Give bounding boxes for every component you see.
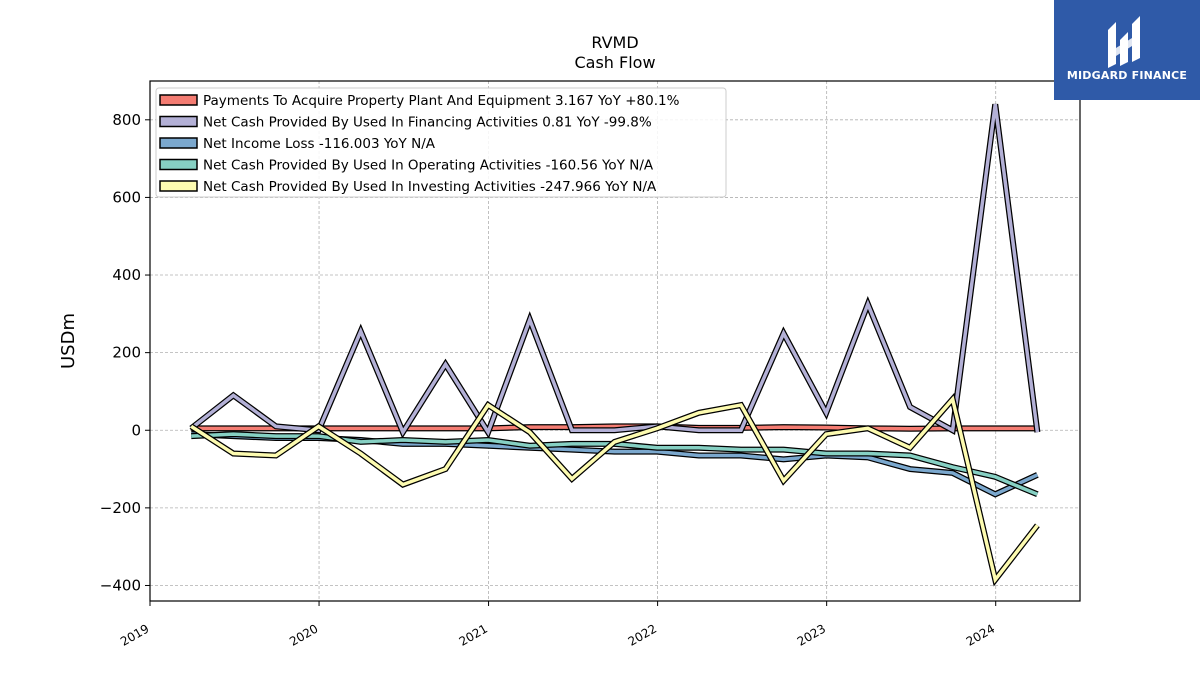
- legend-label-4: Net Cash Provided By Used In Investing A…: [203, 179, 657, 195]
- legend-swatch-1: [159, 115, 198, 128]
- y-tick-label: 800: [112, 111, 141, 129]
- y-tick-label: 600: [112, 188, 141, 206]
- legend-label-1: Net Cash Provided By Used In Financing A…: [203, 115, 652, 131]
- x-tick-label: 2024: [964, 621, 997, 648]
- legend-label-2: Net Income Loss -116.003 YoY N/A: [203, 136, 436, 152]
- y-tick-label: −200: [100, 499, 141, 517]
- y-tick-label: 200: [112, 344, 141, 362]
- legend-label-0: Payments To Acquire Property Plant And E…: [203, 93, 680, 109]
- x-tick-label: 2020: [287, 621, 320, 648]
- y-tick-label: −400: [100, 576, 141, 594]
- legend-swatch-4: [159, 180, 198, 192]
- legend-box: [155, 87, 727, 198]
- y-tick-label: 0: [131, 421, 141, 439]
- x-tick-label: 2022: [626, 621, 659, 648]
- y-tick-label: 400: [112, 266, 141, 284]
- x-tick-label: 2021: [457, 621, 490, 648]
- y-axis-label: USDm: [58, 313, 79, 369]
- x-tick-label: 2019: [118, 621, 151, 648]
- legend: Payments To Acquire Property Plant And E…: [155, 87, 727, 198]
- axes-frame: [149, 80, 1081, 602]
- midgard-logo-icon: [1108, 16, 1140, 68]
- legend-swatch-3: [159, 158, 198, 171]
- legend-label-3: Net Cash Provided By Used In Operating A…: [203, 158, 654, 174]
- logo-text: MIDGARD FINANCE: [1066, 69, 1188, 82]
- midgard-finance-logo: MIDGARD FINANCE: [1054, 0, 1200, 100]
- x-tick-label: 2023: [795, 621, 828, 648]
- chart-title: RVMD: [591, 33, 638, 52]
- legend-swatch-0: [159, 94, 198, 106]
- legend-swatch-2: [159, 137, 198, 149]
- chart-subtitle: Cash Flow: [574, 53, 655, 72]
